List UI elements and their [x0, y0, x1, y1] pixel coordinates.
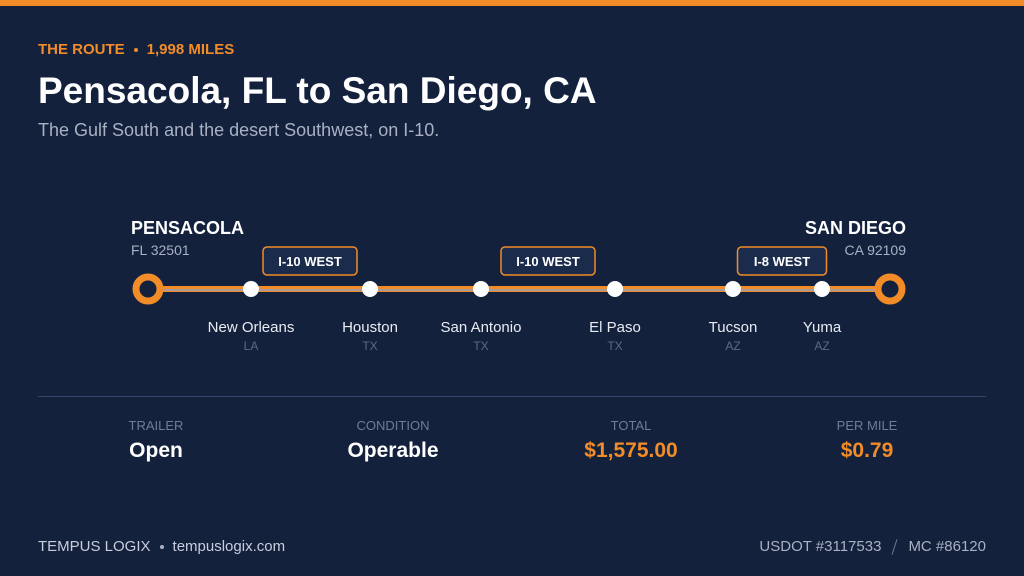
highway-badge — [500, 246, 596, 276]
stat-label: CONDITION — [356, 418, 430, 433]
stop-state: LA — [244, 339, 259, 353]
subtitle: The Gulf South and the desert Southwest,… — [38, 120, 440, 140]
stat-value: $0.79 — [840, 439, 894, 462]
separator-dot — [133, 47, 138, 52]
highway-label: I-10 WEST — [278, 254, 342, 269]
eyebrow-label: THE ROUTE — [38, 41, 125, 58]
stop-state: AZ — [814, 339, 829, 353]
stat-label: TOTAL — [610, 418, 652, 433]
stop-marker — [814, 281, 830, 297]
destination-marker — [874, 273, 906, 305]
top-bar — [0, 0, 1024, 6]
stop-city: New Orleans — [208, 319, 295, 336]
stop-city: Yuma — [803, 319, 842, 336]
stop-city: Tucson — [709, 319, 758, 336]
footer-right: USDOT #3117533 MC #86120 — [759, 538, 986, 555]
divider — [38, 396, 986, 397]
mc-number: MC #86120 — [908, 538, 986, 555]
stop-city: San Antonio — [441, 319, 522, 336]
stop-marker — [473, 281, 489, 297]
highway-label: I-10 WEST — [516, 254, 580, 269]
stat: TRAILER Open — [56, 418, 256, 463]
eyebrow: THE ROUTE 1,998 MILES — [38, 41, 234, 58]
stat-value: $1,575.00 — [584, 439, 678, 462]
stat-value: Open — [129, 439, 183, 462]
stop-state: TX — [473, 339, 488, 353]
destination-city: SAN DIEGO — [805, 218, 906, 238]
route-map: PENSACOLA FL 32501 SAN DIEGO CA 92109 Ne… — [131, 218, 907, 353]
origin-marker — [132, 273, 164, 305]
stop-marker — [243, 281, 259, 297]
stop-state: TX — [607, 339, 622, 353]
stat-label: TRAILER — [128, 418, 184, 433]
highway-label: I-8 WEST — [754, 254, 810, 269]
origin-detail: FL 32501 — [131, 242, 190, 258]
stop-state: TX — [362, 339, 377, 353]
separator-dot — [159, 544, 164, 549]
separator-slash — [891, 538, 898, 555]
stop-state: AZ — [725, 339, 740, 353]
company-name: TEMPUS LOGIX — [38, 538, 151, 555]
eyebrow-distance: 1,998 MILES — [146, 41, 235, 58]
stat: TOTAL $1,575.00 — [531, 418, 731, 463]
stat: CONDITION Operable — [293, 418, 493, 463]
origin-city: PENSACOLA — [131, 218, 244, 238]
highway-badge — [736, 246, 828, 276]
stop-city: Houston — [342, 319, 398, 336]
title: Pensacola, FL to San Diego, CA — [38, 70, 597, 111]
stop-marker — [362, 281, 378, 297]
stop-marker — [725, 281, 741, 297]
stat-label: PER MILE — [836, 418, 898, 433]
stop-city: El Paso — [589, 319, 641, 336]
website: tempuslogix.com — [172, 538, 286, 555]
usdot: USDOT #3117533 — [759, 538, 882, 555]
highway-badge — [262, 246, 358, 276]
footer-left: TEMPUS LOGIX tempuslogix.com — [38, 538, 285, 555]
stat: PER MILE $0.79 — [767, 418, 967, 463]
stat-value: Operable — [347, 439, 439, 462]
destination-detail: CA 92109 — [845, 242, 907, 258]
stop-marker — [607, 281, 623, 297]
